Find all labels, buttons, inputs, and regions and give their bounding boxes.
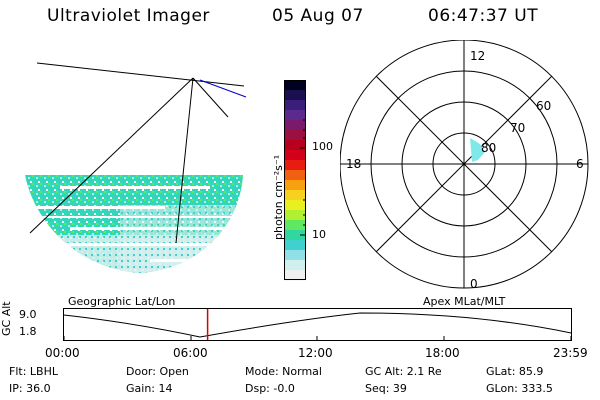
geo-caption: Geographic Lat/Lon — [68, 295, 176, 308]
auroral-oval-patch — [470, 138, 485, 162]
colorbar-cell — [284, 110, 306, 121]
geo-grid-lines — [29, 62, 245, 244]
info-ip: IP: 36.0 — [9, 382, 51, 395]
colorbar-cell — [284, 120, 306, 131]
polar-label-18: 18 — [346, 157, 361, 171]
polar-ring-label-60: 60 — [536, 99, 551, 113]
colorbar-cell — [284, 270, 306, 281]
colorbar-cell — [284, 90, 306, 101]
x-tick-0000: 00:00 — [45, 346, 80, 360]
info-seq: Seq: 39 — [365, 382, 407, 395]
colorbar-cell — [284, 260, 306, 271]
colorbar-cell — [284, 150, 306, 161]
colorbar-cell — [284, 250, 306, 261]
instrument-title: Ultraviolet Imager — [47, 6, 210, 26]
x-tick-1800: 18:00 — [425, 346, 460, 360]
uv-emission-image — [25, 175, 243, 273]
terminator-line — [199, 79, 247, 98]
polar-ring-label-80: 80 — [481, 141, 496, 155]
geographic-image-panel — [25, 62, 247, 273]
polar-ring-label-70: 70 — [510, 121, 525, 135]
colorbar-cell — [284, 140, 306, 151]
info-gain: Gain: 14 — [126, 382, 173, 395]
y-tick-9: 9.0 — [19, 308, 37, 321]
info-flt: Flt: LBHL — [9, 365, 58, 378]
x-tick-2359: 23:59 — [553, 346, 588, 360]
info-glon: GLon: 333.5 — [486, 382, 553, 395]
date-label: 05 Aug 07 — [272, 6, 364, 26]
colorbar-cell — [284, 210, 306, 221]
gc-alt-axis-label: GC Alt — [0, 301, 13, 336]
colorbar-cell — [284, 130, 306, 141]
colorbar-cell — [284, 180, 306, 191]
orbit-timeline — [63, 308, 572, 341]
info-dsp: Dsp: -0.0 — [245, 382, 295, 395]
polar-label-6: 6 — [576, 157, 584, 171]
polar-label-0: 0 — [470, 277, 478, 291]
colorbar-cell — [284, 230, 306, 241]
x-tick-1200: 12:00 — [298, 346, 333, 360]
colorbar-cell — [284, 190, 306, 201]
colorbar-cell — [284, 160, 306, 171]
polar-label-12: 12 — [470, 49, 485, 63]
colorbar-cell — [284, 200, 306, 211]
polar-plot: 12 18 6 0 60 70 80 — [340, 40, 589, 291]
info-mode: Mode: Normal — [245, 365, 322, 378]
colorbar-unit-label: photon cm⁻²s⁻¹ — [272, 154, 285, 240]
colorbar-cell — [284, 170, 306, 181]
colorbar — [284, 80, 306, 281]
colorbar-cell — [284, 80, 306, 91]
colorbar-cell — [284, 100, 306, 111]
y-tick-1-8: 1.8 — [19, 325, 37, 338]
colorbar-cell — [284, 220, 306, 231]
apex-caption: Apex MLat/MLT — [423, 295, 506, 308]
info-door: Door: Open — [126, 365, 189, 378]
info-glat: GLat: 85.9 — [486, 365, 544, 378]
colorbar-tick-10: 10 — [312, 228, 326, 241]
colorbar-cell — [284, 240, 306, 251]
info-gc-alt: GC Alt: 2.1 Re — [365, 365, 442, 378]
colorbar-cells — [284, 80, 306, 281]
x-tick-0600: 06:00 — [173, 346, 208, 360]
time-label: 06:47:37 UT — [428, 6, 539, 26]
colorbar-tick-100: 100 — [312, 140, 333, 153]
altitude-curve — [63, 312, 572, 338]
